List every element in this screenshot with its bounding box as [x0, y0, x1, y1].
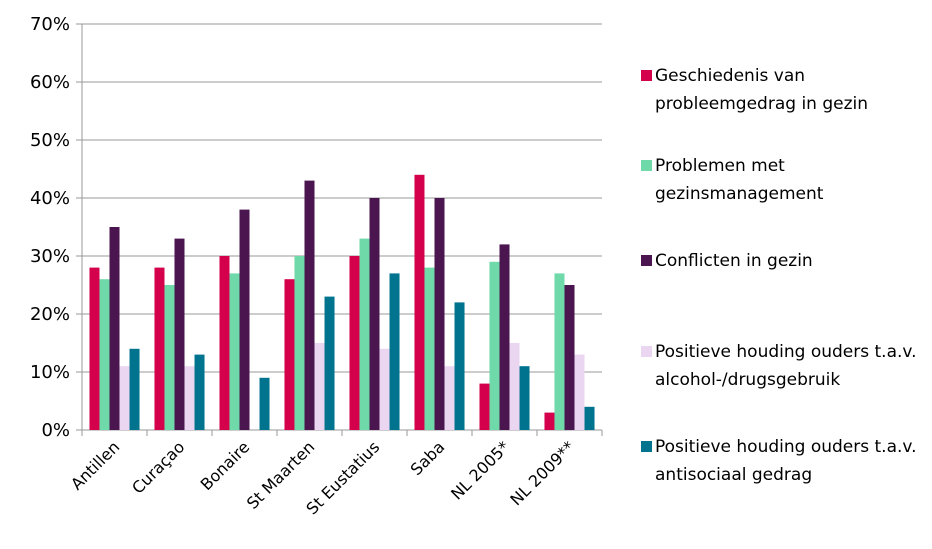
bar — [519, 366, 530, 430]
legend-label: Problemen met gezinsmanagement — [655, 156, 824, 204]
bar — [304, 180, 315, 430]
y-tick-label: 30% — [30, 246, 70, 267]
bar — [129, 348, 140, 430]
bar — [184, 366, 195, 430]
bar — [564, 285, 575, 430]
bar — [174, 238, 185, 430]
y-tick-label: 40% — [30, 188, 70, 209]
legend-swatch — [641, 346, 652, 357]
x-tick-label: Saba — [407, 437, 449, 479]
bar — [444, 366, 455, 430]
bar — [119, 366, 130, 430]
bar — [414, 174, 425, 430]
bar — [239, 209, 250, 430]
bar — [164, 285, 175, 430]
bar — [284, 279, 295, 430]
bar — [194, 354, 205, 430]
bar — [259, 377, 270, 430]
x-tick-label: NL 2009** — [506, 437, 578, 509]
y-tick-label: 50% — [30, 130, 70, 151]
legend-swatch — [641, 160, 652, 171]
bar — [379, 348, 390, 430]
bar — [294, 256, 305, 430]
bar — [434, 198, 445, 430]
bar — [389, 273, 400, 430]
y-tick-label: 70% — [30, 14, 70, 35]
bar — [544, 412, 555, 430]
y-tick-label: 0% — [41, 420, 70, 441]
legend-label: Positieve houding ouders t.a.v. antisoci… — [655, 437, 917, 485]
bar — [359, 238, 370, 430]
bar — [349, 256, 360, 430]
bar — [324, 296, 335, 430]
x-tick-label: Antillen — [67, 437, 123, 493]
bar — [454, 302, 465, 430]
bar — [89, 267, 100, 430]
bar — [109, 227, 120, 430]
bar — [554, 273, 565, 430]
y-tick-label: 60% — [30, 72, 70, 93]
x-tick-label: Bonaire — [197, 437, 254, 494]
legend-swatch — [641, 441, 652, 452]
bar — [154, 267, 165, 430]
legend-swatch — [641, 70, 652, 81]
legend-label: Positieve houding ouders t.a.v. alcohol-… — [655, 342, 917, 390]
x-tick-label: Curaçao — [128, 437, 188, 497]
bar — [479, 383, 490, 430]
bar — [499, 244, 510, 430]
y-tick-label: 20% — [30, 304, 70, 325]
legend-label: Geschiedenis van probleemgedrag in gezin — [655, 66, 869, 114]
bar — [509, 343, 520, 430]
bar — [99, 279, 110, 430]
bar — [574, 354, 585, 430]
bar — [489, 261, 500, 430]
bar — [369, 198, 380, 430]
bar — [229, 273, 240, 430]
x-tick-label: NL 2005* — [447, 437, 513, 503]
bar — [584, 406, 595, 430]
bar — [424, 267, 435, 430]
bar — [314, 343, 325, 430]
legend-swatch — [641, 255, 652, 266]
y-tick-label: 10% — [30, 362, 70, 383]
legend-label: Conflicten in gezin — [655, 251, 813, 271]
bar — [219, 256, 230, 430]
